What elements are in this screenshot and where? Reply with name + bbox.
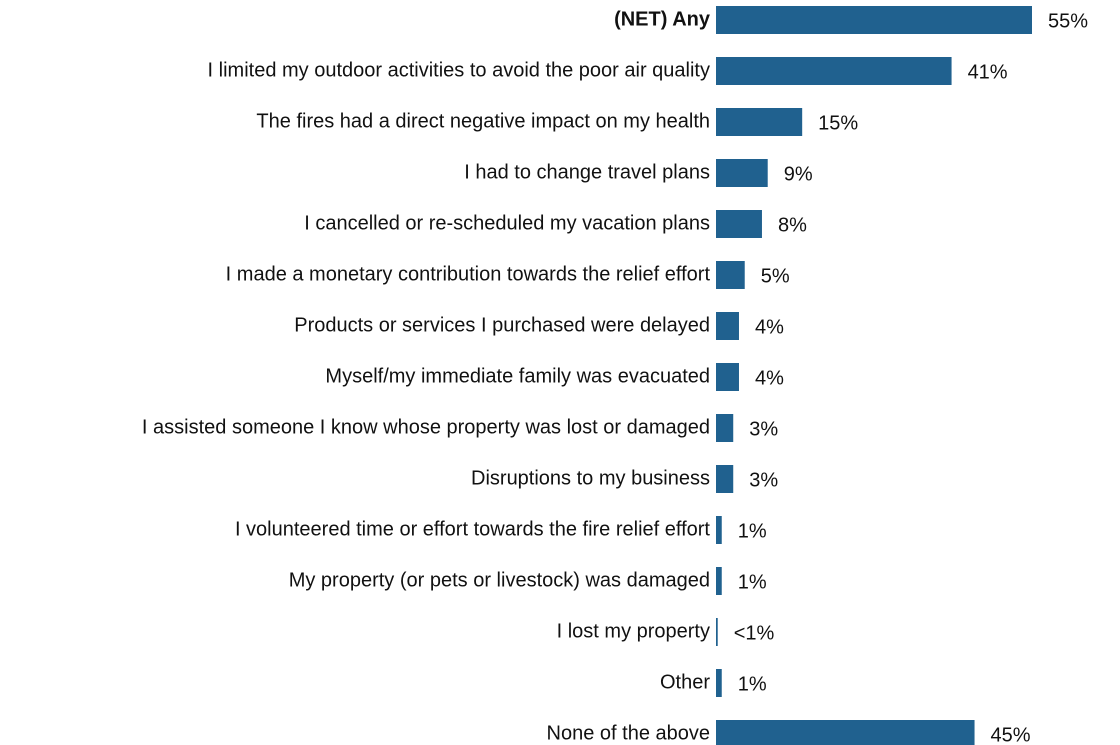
bar [716,57,952,85]
value-label: 4% [755,316,784,338]
category-label: I volunteered time or effort towards the… [235,518,710,540]
bar [716,159,768,187]
category-label: I lost my property [557,620,710,642]
bar [716,618,718,646]
value-label: 1% [738,673,767,695]
bar [716,6,1032,34]
value-label: 4% [755,367,784,389]
category-label: Disruptions to my business [471,467,710,489]
category-label: I made a monetary contribution towards t… [226,263,711,285]
value-label: 45% [991,724,1031,745]
category-label: None of the above [547,722,710,744]
value-label: 55% [1048,10,1088,32]
category-label: (NET) Any [614,8,711,30]
value-label: 15% [818,112,858,134]
category-label: I had to change travel plans [464,161,710,183]
bar [716,210,762,238]
bar [716,108,803,136]
bar [716,720,975,745]
category-label: My property (or pets or livestock) was d… [289,569,710,591]
category-label: I cancelled or re-scheduled my vacation … [304,212,710,234]
bar [716,312,739,340]
value-label: 1% [738,571,767,593]
value-label: 41% [968,61,1008,83]
category-label: I assisted someone I know whose property… [142,416,710,438]
category-label: I limited my outdoor activities to avoid… [208,59,710,81]
value-label: 3% [749,418,778,440]
value-label: <1% [734,622,775,644]
value-label: 1% [738,520,767,542]
value-label: 5% [761,265,790,287]
bar [716,669,722,697]
value-label: 8% [778,214,807,236]
bar [716,465,734,493]
category-label: Other [660,671,710,693]
bar [716,363,739,391]
category-label: Myself/my immediate family was evacuated [325,365,710,387]
bar [716,414,734,442]
category-label: Products or services I purchased were de… [294,314,710,336]
bar [716,516,722,544]
value-label: 3% [749,469,778,491]
category-label: The fires had a direct negative impact o… [256,110,710,132]
bar [716,261,745,289]
bar [716,567,722,595]
value-label: 9% [784,163,813,185]
